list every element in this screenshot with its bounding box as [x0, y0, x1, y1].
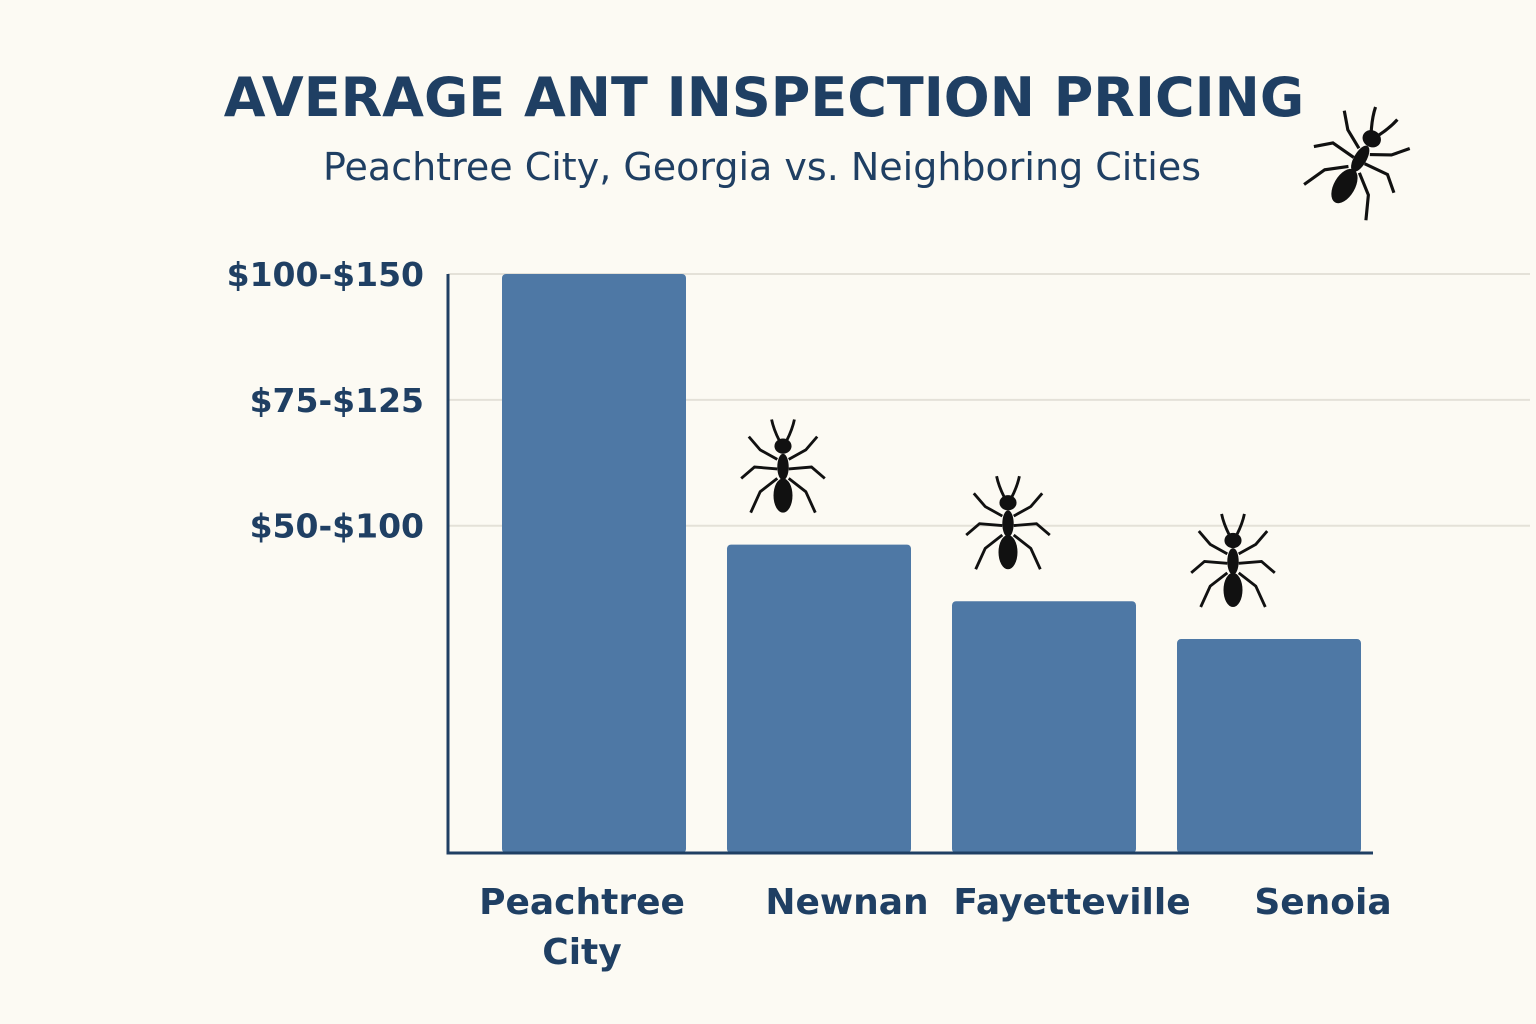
x-tick-label: Fayetteville	[953, 882, 1190, 923]
x-tick-label-line: Senoia	[1254, 882, 1391, 923]
x-tick-label: Newnan	[765, 882, 928, 923]
chart-subtitle: Peachtree City, Georgia vs. Neighboring …	[323, 145, 1201, 189]
y-tick-label: $75-$125	[250, 381, 424, 420]
y-tick-label: $50-$100	[250, 507, 424, 546]
bar	[952, 601, 1136, 853]
ant-icon	[964, 474, 1052, 571]
x-tick-label-line: Peachtree	[479, 882, 685, 923]
title-ant-icon	[1293, 88, 1429, 228]
bar	[1177, 639, 1361, 853]
ant-icon	[739, 418, 827, 515]
x-tick-label: Peachtree City	[479, 882, 685, 973]
bar	[727, 544, 911, 853]
bars	[502, 274, 1361, 853]
x-tick-label-line: Fayetteville	[953, 882, 1190, 923]
y-axis-ticks: $100-$150 $75-$125 $50-$100	[227, 255, 424, 546]
axis-lines	[446, 274, 1373, 855]
y-tick-label: $100-$150	[227, 255, 424, 294]
chart-title: AVERAGE ANT INSPECTION PRICING	[224, 66, 1304, 129]
x-axis-ticks: Peachtree City Newnan Fayetteville Senoia	[479, 882, 1392, 973]
ant-icon	[1189, 512, 1277, 609]
x-tick-label-line: Newnan	[765, 882, 928, 923]
bar	[502, 274, 686, 853]
x-tick-label-line: City	[542, 932, 621, 973]
x-tick-label: Senoia	[1254, 882, 1391, 923]
